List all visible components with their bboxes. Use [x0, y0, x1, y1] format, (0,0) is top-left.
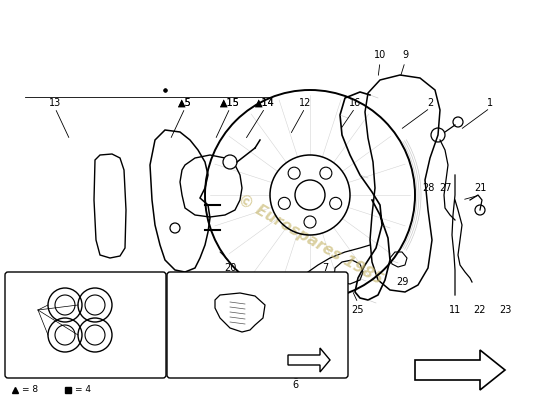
Circle shape: [431, 128, 445, 142]
Text: 23: 23: [499, 305, 511, 315]
Text: 16: 16: [349, 98, 361, 108]
Text: 21: 21: [474, 183, 486, 193]
Circle shape: [475, 205, 485, 215]
Text: ▲15: ▲15: [220, 98, 240, 108]
FancyBboxPatch shape: [167, 272, 348, 378]
Text: 9: 9: [402, 50, 408, 60]
Text: 25: 25: [352, 305, 364, 315]
Text: ▲5: ▲5: [178, 98, 192, 108]
Circle shape: [223, 155, 237, 169]
Text: ▲15: ▲15: [220, 98, 240, 108]
Text: 3: 3: [267, 315, 273, 325]
Text: ▲19: ▲19: [205, 273, 225, 283]
Text: 12: 12: [299, 98, 311, 108]
Text: 29: 29: [396, 277, 408, 287]
Text: 24: 24: [312, 305, 324, 315]
Text: 7: 7: [322, 263, 328, 273]
Text: 1: 1: [487, 98, 493, 108]
Text: 6: 6: [292, 380, 298, 390]
Circle shape: [320, 167, 332, 179]
Text: 13: 13: [49, 98, 61, 108]
Text: 27: 27: [439, 183, 451, 193]
Circle shape: [170, 223, 180, 233]
Circle shape: [304, 216, 316, 228]
Circle shape: [288, 167, 300, 179]
Circle shape: [291, 336, 299, 344]
Circle shape: [453, 117, 463, 127]
Text: = 4: = 4: [75, 386, 91, 394]
Text: 22: 22: [474, 305, 486, 315]
Text: ■17: ■17: [178, 285, 200, 295]
Text: 28: 28: [422, 183, 434, 193]
Circle shape: [278, 197, 290, 209]
Text: 20: 20: [224, 263, 236, 273]
Text: ▲18: ▲18: [20, 302, 40, 312]
Text: ▲14: ▲14: [255, 98, 275, 108]
Text: ▲5: ▲5: [178, 98, 192, 108]
Text: © Eurospares 1985: © Eurospares 1985: [235, 192, 385, 288]
Text: = 8: = 8: [22, 386, 38, 394]
Circle shape: [291, 368, 301, 378]
FancyBboxPatch shape: [5, 272, 166, 378]
Circle shape: [288, 321, 296, 329]
Text: 10: 10: [374, 50, 386, 60]
Text: ▲14: ▲14: [255, 98, 275, 108]
Circle shape: [329, 197, 342, 209]
Text: 2: 2: [427, 98, 433, 108]
Text: 11: 11: [449, 305, 461, 315]
Circle shape: [291, 306, 299, 314]
